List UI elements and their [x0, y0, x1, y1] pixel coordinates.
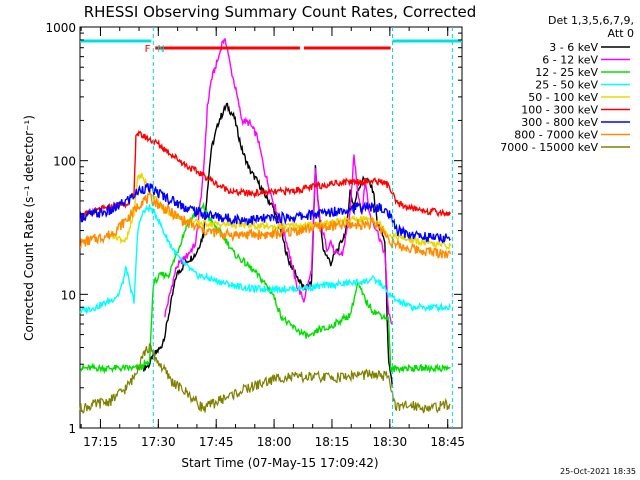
series-line-25-50kev — [79, 204, 452, 315]
legend-entry-label: 7000 - 15000 keV — [500, 141, 598, 154]
plot-border — [79, 26, 463, 429]
series-line-100-300kev — [79, 130, 452, 221]
chart-title: RHESSI Observing Summary Count Rates, Co… — [84, 3, 477, 21]
x-tick-label: 18:45 — [430, 435, 465, 449]
legend-entry-label: 25 - 50 keV — [535, 79, 598, 92]
series-line-12-25kev — [79, 201, 451, 374]
plot-frame — [79, 26, 463, 429]
y-tick-label: 1 — [68, 422, 76, 436]
footer-date: 25-Oct-2021 18:35 — [560, 467, 636, 476]
x-tick-label: 17:45 — [199, 435, 234, 449]
legend-entry-label: 100 - 300 keV — [521, 104, 598, 117]
series-line-7000-15000kev — [79, 343, 451, 414]
series-layer — [79, 38, 452, 414]
x-tick-label: 18:30 — [373, 435, 408, 449]
legend-header-attenuator: Att 0 — [608, 27, 634, 40]
y-tick-label: 100 — [53, 155, 76, 169]
series-line-50-100kev — [110, 172, 452, 250]
legend-header: Det 1,3,5,6,7,9, — [548, 14, 634, 27]
x-tick-label: 18:00 — [257, 435, 292, 449]
flag-annotation-label: F — [145, 44, 151, 55]
legend-entry-label: 50 - 100 keV — [528, 91, 598, 104]
legend-entry-label: 6 - 12 keV — [542, 54, 598, 67]
series-line-300-800kev — [79, 183, 451, 243]
y-tick-label: 1000 — [45, 21, 76, 35]
series-line-800-7000kev — [79, 192, 452, 259]
x-tick-label: 17:30 — [141, 435, 176, 449]
legend-entry-label: 800 - 7000 keV — [514, 129, 598, 142]
legend-entry-label: 12 - 25 keV — [535, 66, 598, 79]
x-tick-label: 18:15 — [315, 435, 350, 449]
x-tick-label: 17:15 — [83, 435, 118, 449]
y-axis-label: Corrected Count Rate (s⁻¹ detector⁻¹) — [22, 115, 36, 341]
x-axis-label: Start Time (07-May-15 17:09:42) — [181, 456, 378, 470]
flag-annotation-label: N — [157, 44, 164, 55]
legend-entry-label: 300 - 800 keV — [521, 116, 598, 129]
axes-layer: 1 10 100 1000 17:15 17:30 17:45 18:00 18:15 18:30… — [45, 21, 465, 449]
y-tick-label: 10 — [61, 288, 76, 302]
legend-entry-label: 3 - 6 keV — [549, 41, 598, 54]
